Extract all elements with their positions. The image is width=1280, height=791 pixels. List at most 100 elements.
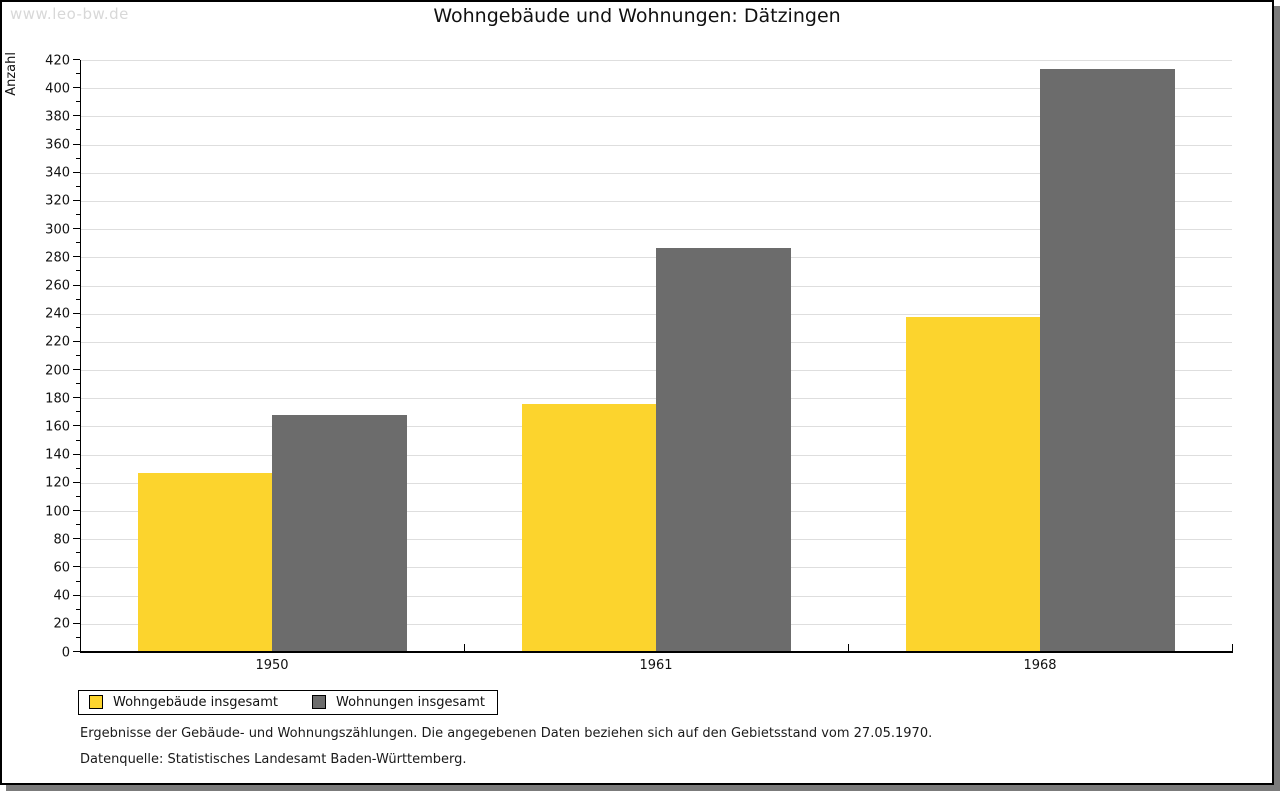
- legend-label: Wohngebäude insgesamt: [113, 694, 278, 710]
- y-axis-minor-tick: [76, 439, 80, 441]
- gridline-y-420: [80, 60, 1232, 61]
- y-axis-major-tick: [73, 256, 80, 258]
- y-axis-minor-tick: [76, 270, 80, 272]
- y-axis-major-tick: [73, 510, 80, 512]
- y-tick-label-400: 400: [45, 81, 70, 97]
- y-tick-label-140: 140: [45, 447, 70, 463]
- y-axis-minor-tick: [76, 298, 80, 300]
- y-axis-minor-tick: [76, 467, 80, 469]
- y-axis-major-tick: [73, 87, 80, 89]
- bar-wohngebaeude-1961: [522, 403, 656, 652]
- y-axis-major-tick: [73, 425, 80, 427]
- legend-item-wohngebaeude: Wohngebäude insgesamt: [89, 695, 278, 710]
- x-axis-label-1968: 1968: [1023, 658, 1057, 673]
- y-axis-title: Anzahl: [4, 52, 19, 96]
- y-tick-label-220: 220: [45, 334, 70, 350]
- legend-label: Wohnungen insgesamt: [336, 694, 485, 710]
- bar-wohngebaeude-1968: [906, 316, 1040, 652]
- y-tick-label-40: 40: [53, 588, 70, 604]
- y-axis-major-tick: [73, 622, 80, 624]
- legend-swatch-gray: [312, 695, 326, 709]
- y-tick-label-340: 340: [45, 165, 70, 181]
- y-axis-major-tick: [73, 481, 80, 483]
- y-axis-minor-tick: [76, 608, 80, 610]
- y-axis-major-tick: [73, 312, 80, 314]
- bar-wohngebaeude-1950: [138, 473, 272, 652]
- y-tick-label-240: 240: [45, 306, 70, 322]
- y-axis-major-tick: [73, 284, 80, 286]
- y-tick-label-200: 200: [45, 363, 70, 379]
- y-axis-major-tick: [73, 538, 80, 540]
- gridline-y-400: [80, 88, 1232, 90]
- x-axis-tick: [848, 644, 849, 652]
- legend-swatch-yellow: [89, 695, 103, 709]
- bar-wohnungen-1950: [272, 415, 407, 652]
- bar-wohnungen-1961: [656, 247, 791, 652]
- y-tick-label-380: 380: [45, 109, 70, 125]
- y-tick-label-120: 120: [45, 475, 70, 491]
- x-axis-label-1961: 1961: [639, 658, 673, 673]
- legend-item-wohnungen: Wohnungen insgesamt: [312, 695, 485, 710]
- y-axis-minor-tick: [76, 242, 80, 244]
- y-axis-minor-tick: [76, 101, 80, 103]
- y-tick-label-360: 360: [45, 137, 70, 153]
- x-axis-line: [80, 651, 1233, 653]
- legend: Wohngebäude insgesamt Wohnungen insgesam…: [78, 690, 498, 715]
- y-axis-minor-tick: [76, 411, 80, 413]
- y-axis-minor-tick: [76, 73, 80, 75]
- y-axis-minor-tick: [76, 326, 80, 328]
- y-axis-major-tick: [73, 566, 80, 568]
- y-axis-major-tick: [73, 115, 80, 117]
- y-tick-label-420: 420: [45, 53, 70, 68]
- footnote-gebietsstand: Ergebnisse der Gebäude- und Wohnungszähl…: [80, 726, 933, 741]
- y-axis-major-tick: [73, 594, 80, 596]
- y-axis-major-tick: [73, 228, 80, 230]
- y-tick-label-20: 20: [53, 616, 70, 632]
- y-axis-minor-tick: [76, 129, 80, 131]
- y-axis-minor-tick: [76, 580, 80, 582]
- y-axis-minor-tick: [76, 214, 80, 216]
- gridline-y-340: [80, 172, 1232, 174]
- y-axis-major-tick: [73, 369, 80, 371]
- y-tick-label-160: 160: [45, 419, 70, 435]
- gridline-y-360: [80, 144, 1232, 146]
- gridline-y-320: [80, 200, 1232, 202]
- footnote-datenquelle: Datenquelle: Statistisches Landesamt Bad…: [80, 752, 467, 767]
- y-axis-major-tick: [73, 397, 80, 399]
- y-axis-minor-tick: [76, 157, 80, 159]
- y-tick-label-80: 80: [53, 532, 70, 548]
- gridline-y-380: [80, 116, 1232, 118]
- y-axis-minor-tick: [76, 552, 80, 554]
- bar-wohnungen-1968: [1040, 68, 1175, 652]
- x-axis-tick: [464, 644, 465, 652]
- y-axis-major-tick: [73, 59, 80, 60]
- y-axis-minor-tick: [76, 383, 80, 385]
- y-axis-minor-tick: [76, 495, 80, 497]
- y-axis-major-tick: [73, 171, 80, 173]
- y-tick-label-180: 180: [45, 391, 70, 407]
- y-axis-line: [80, 60, 81, 652]
- y-tick-label-320: 320: [45, 193, 70, 209]
- watermark: www.leo-bw.de: [10, 5, 129, 23]
- y-tick-label-100: 100: [45, 504, 70, 520]
- y-tick-label-0: 0: [61, 645, 70, 660]
- y-axis-major-tick: [73, 143, 80, 145]
- y-axis-minor-tick: [76, 636, 80, 638]
- y-axis-major-tick: [73, 340, 80, 342]
- y-axis-minor-tick: [76, 524, 80, 526]
- gridline-y-300: [80, 229, 1232, 231]
- y-axis-major-tick: [73, 199, 80, 201]
- y-axis-minor-tick: [76, 355, 80, 356]
- x-axis-tick: [1232, 644, 1233, 652]
- chart-title: Wohngebäude und Wohnungen: Dätzingen: [433, 5, 841, 27]
- y-tick-label-280: 280: [45, 250, 70, 266]
- y-axis-major-tick: [73, 651, 80, 652]
- y-tick-label-60: 60: [53, 560, 70, 576]
- y-axis-major-tick: [73, 453, 80, 455]
- y-tick-label-260: 260: [45, 278, 70, 294]
- y-tick-label-300: 300: [45, 222, 70, 238]
- plot-area: 1950 1961 1968 0 20 40 60 80 100 120 140 160 180 200 2…: [45, 53, 1233, 673]
- y-axis-minor-tick: [76, 185, 80, 187]
- x-axis-label-1950: 1950: [255, 658, 289, 673]
